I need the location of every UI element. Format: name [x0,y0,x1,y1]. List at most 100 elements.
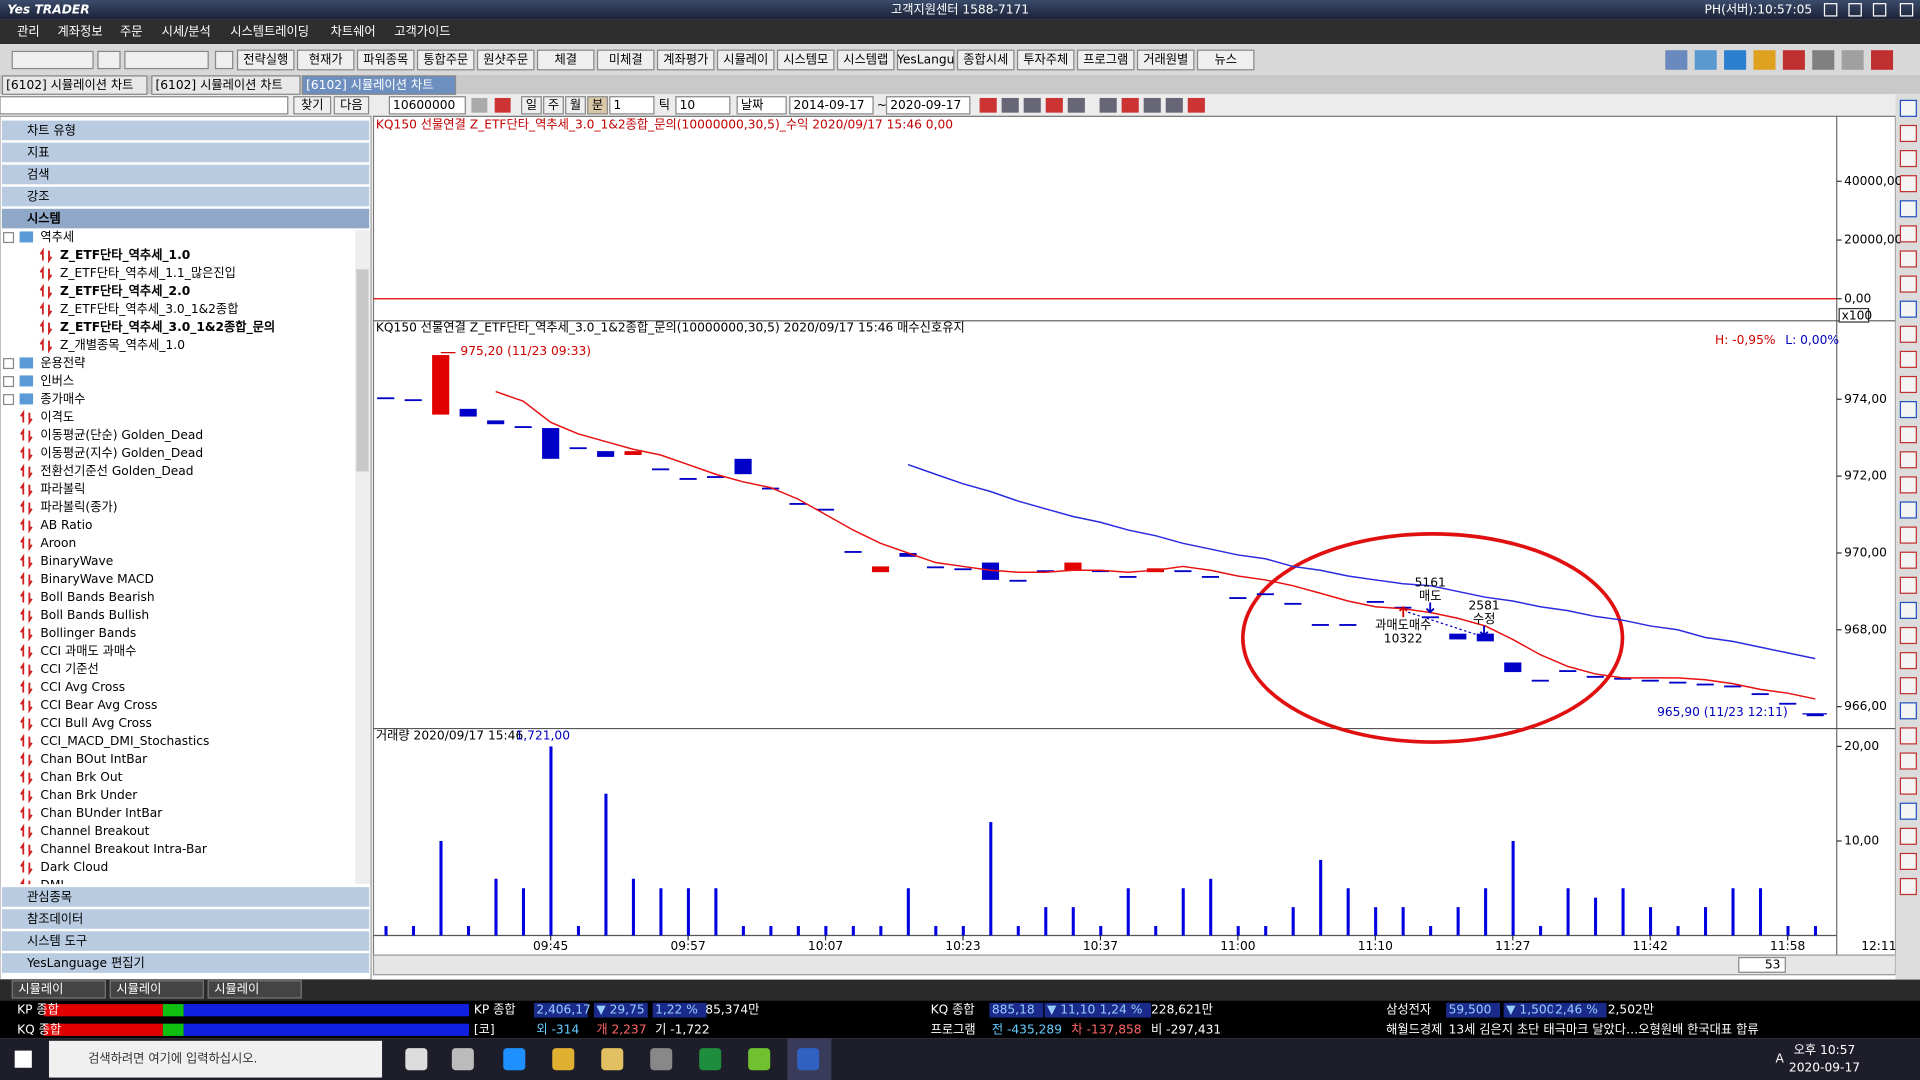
toolbar-button-label[interactable]: YesLangu [896,53,954,67]
toolbar-button[interactable] [1076,49,1135,71]
tree-item[interactable]: BinaryWave MACD [40,572,153,586]
section-label[interactable]: 관심종목 [27,890,72,904]
tree-item[interactable]: Z_ETF단타_역추세_3.0_1&2종합 [60,302,238,316]
tree-item[interactable]: Z_ETF단타_역추세_2.0 [60,283,190,299]
section-header[interactable] [0,207,371,230]
toolbar-button-label[interactable]: 투자주체 [1023,53,1068,67]
drawing-tool[interactable] [1899,677,1917,695]
drawing-tool[interactable] [1899,476,1917,494]
drawing-tool[interactable] [1899,375,1917,394]
combo-box[interactable] [11,50,94,70]
drawing-tool[interactable] [1899,200,1917,218]
section-label[interactable]: YesLanguage 편집기 [26,956,145,970]
toolbar-icon[interactable] [1665,50,1688,70]
toolbar-icon[interactable] [1812,50,1835,70]
drawing-tool[interactable] [1899,124,1917,143]
drawing-tool[interactable] [1899,275,1917,293]
drawing-tool[interactable] [1899,551,1917,569]
menu-item[interactable]: 계좌정보 [58,24,103,38]
find-button[interactable] [293,96,332,115]
drawing-tool[interactable] [1899,576,1917,594]
drawing-tool[interactable] [1899,300,1917,318]
toolbar-button[interactable] [1016,49,1075,71]
drawing-tool[interactable] [1899,601,1917,619]
tree-item[interactable]: CCI Bull Avg Cross [40,716,152,730]
toolbar-icon[interactable] [1724,50,1747,70]
section-header[interactable] [0,930,371,953]
tab-label[interactable]: [6102] 시뮬레이션 차트 [6,78,133,92]
tick-combo[interactable] [675,96,731,115]
section-label[interactable]: 강조 [27,190,50,204]
find-label[interactable]: 찾기 [301,98,324,112]
section-label[interactable]: 시스템 [27,211,61,226]
start-button[interactable] [14,1050,32,1068]
chart-tool-icon[interactable] [1023,97,1041,113]
menu-item[interactable]: 차트쉐어 [331,24,376,38]
toolbar-button[interactable] [596,49,655,71]
tree-item[interactable]: Boll Bands Bullish [40,608,149,622]
section-label[interactable]: 참조데이터 [27,912,83,926]
drawing-tool[interactable] [1899,99,1917,117]
bottom-tab-label[interactable]: 시뮬레이 [116,982,161,996]
chart-tool-icon[interactable] [1001,97,1019,113]
tree-item[interactable]: Aroon [40,536,76,550]
drawing-tool[interactable] [1899,350,1917,368]
tool-icon[interactable] [471,97,488,113]
toolbar-button[interactable] [236,49,295,71]
period-button[interactable] [543,96,564,115]
toolbar-button-label[interactable]: 파워종목 [363,53,408,67]
toolbar-button[interactable] [416,49,475,71]
drawing-tool[interactable] [1899,827,1917,845]
chart-tool-icon[interactable] [979,97,997,113]
tree-item[interactable]: Z_ETF단타_역추세_3.0_1&2종합_문의 [60,319,275,335]
section-header[interactable] [0,185,371,208]
taskbar-app[interactable] [405,1048,428,1071]
taskbar-app[interactable] [797,1048,820,1071]
toolbar-button-label[interactable]: 현재가 [309,53,343,67]
window-control[interactable] [1848,3,1862,17]
section-label[interactable]: 차트 유형 [27,124,76,138]
tree-item[interactable]: Z_개별종목_역추세_1.0 [60,338,185,352]
toolbar-button-label[interactable]: 시스템모 [783,53,828,67]
drawing-tool[interactable] [1899,727,1917,745]
period-button[interactable] [521,96,542,115]
period-label[interactable]: 주 [548,98,559,112]
expander[interactable] [3,376,15,388]
tree-item[interactable]: 전환선기준선 Golden_Dead [40,464,193,478]
bottom-tab[interactable] [109,980,204,999]
tree-item[interactable]: Channel Breakout Intra-Bar [40,842,207,856]
tab[interactable] [151,75,301,95]
add-button[interactable] [214,50,234,70]
drawing-tool[interactable] [1899,752,1917,770]
tree-item[interactable]: AB Ratio [40,518,92,532]
toolbar-button[interactable] [536,49,595,71]
tree-item[interactable]: CCI 과매도 과매수 [40,644,136,658]
drawing-tool[interactable] [1899,175,1917,193]
toolbar-button-label[interactable]: 통합주문 [423,53,468,67]
expander[interactable] [3,358,15,370]
menu-item[interactable]: 고객가이드 [394,24,450,38]
section-label[interactable]: 검색 [27,168,50,182]
chart-tool-icon[interactable] [1045,97,1063,113]
page-box[interactable] [1738,956,1786,973]
toolbar-button[interactable] [896,49,955,71]
window-control[interactable] [1872,3,1887,17]
next-button[interactable] [333,96,370,115]
drawing-tool[interactable] [1899,702,1917,720]
drawing-tool[interactable] [1899,652,1917,670]
tree-item[interactable]: CCI_MACD_DMI_Stochastics [40,734,209,748]
drawing-tool[interactable] [1899,802,1917,820]
toolbar-button-label[interactable]: 원샷주문 [483,53,528,67]
toolbar-button-label[interactable]: 뉴스 [1214,53,1237,67]
drawing-tool[interactable] [1899,401,1917,419]
toolbar-button-label[interactable]: 전략실행 [243,52,288,67]
toolbar-button-label[interactable]: 체결 [554,53,577,67]
tree-item[interactable]: Chan Brk Under [40,788,138,802]
tree-item[interactable]: Chan BUnder IntBar [40,806,163,820]
section-header[interactable] [0,952,371,975]
taskbar-search-box[interactable] [48,1040,383,1078]
menu-item[interactable]: 관리 [17,24,40,38]
period-label[interactable]: 월 [570,98,581,112]
section-header[interactable] [0,141,371,164]
expander[interactable] [3,394,15,406]
